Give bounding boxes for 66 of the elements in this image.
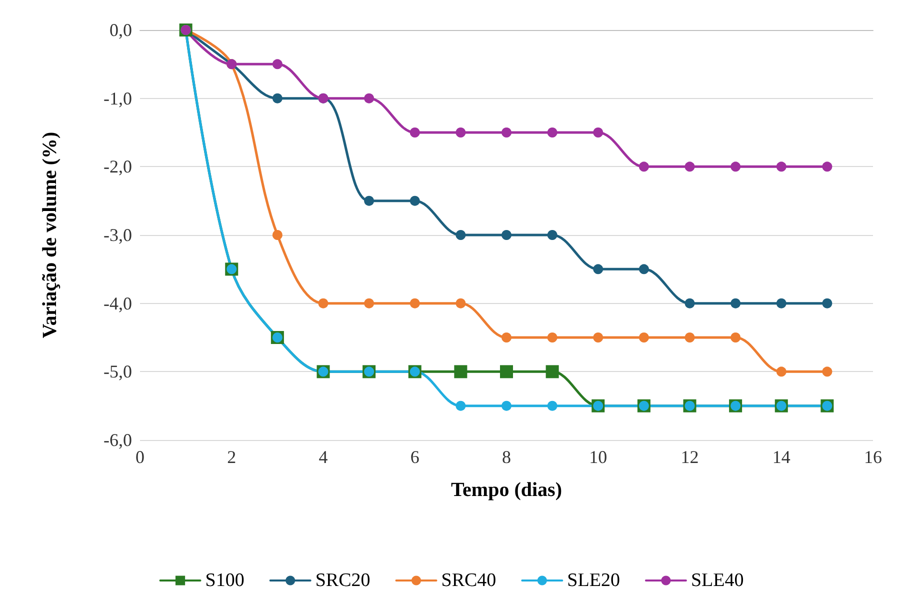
point <box>593 128 604 138</box>
y-tick-label: -3,0 <box>104 225 132 245</box>
point <box>730 162 741 172</box>
x-tick-label: 12 <box>680 447 699 467</box>
x-tick-label: 8 <box>502 447 511 467</box>
point <box>822 366 832 377</box>
legend-label: SLE40 <box>690 570 744 591</box>
point <box>502 400 512 411</box>
y-tick-label: 0,0 <box>110 20 132 40</box>
point <box>822 162 832 172</box>
x-tick-label: 14 <box>772 447 790 467</box>
point <box>546 365 559 378</box>
x-tick-label: 16 <box>864 447 882 467</box>
point <box>456 298 466 308</box>
point <box>638 332 649 342</box>
point <box>500 365 513 378</box>
x-axis-title: Tempo (dias) <box>451 479 562 501</box>
point <box>364 298 374 308</box>
x-tick-label: 10 <box>589 447 608 467</box>
point <box>547 332 558 342</box>
point <box>456 128 466 138</box>
point <box>454 365 468 378</box>
point <box>272 230 282 240</box>
legend-label: SRC40 <box>441 570 496 591</box>
x-tick-label: 0 <box>136 447 144 467</box>
y-axis-title: Variação de volume (%) <box>39 132 61 338</box>
y-tick-label: -5,0 <box>104 362 132 382</box>
point <box>318 298 328 308</box>
point <box>593 264 604 274</box>
point <box>776 366 786 377</box>
point <box>410 128 420 138</box>
point <box>730 332 741 342</box>
point <box>684 332 695 342</box>
y-tick-label: -2,0 <box>104 156 132 177</box>
point <box>272 59 282 70</box>
point <box>502 128 512 138</box>
point <box>410 298 420 308</box>
point <box>776 298 786 308</box>
point <box>638 162 649 172</box>
point <box>272 93 282 104</box>
point <box>364 93 374 104</box>
point <box>364 196 374 206</box>
point <box>456 400 466 411</box>
y-tick-label: -6,0 <box>104 430 132 450</box>
y-tick-label: -4,0 <box>104 293 132 314</box>
point <box>730 298 741 308</box>
y-tick-label: -1,0 <box>104 88 132 108</box>
point <box>776 162 786 172</box>
legend-label: SRC20 <box>315 570 370 591</box>
point <box>593 332 604 342</box>
x-tick-label: 6 <box>410 447 420 467</box>
point <box>547 128 558 138</box>
point <box>456 230 466 240</box>
legend-label: SLE20 <box>567 570 620 591</box>
point <box>547 230 558 240</box>
point <box>638 264 649 274</box>
x-tick-label: 2 <box>227 447 236 467</box>
x-tick-label: 4 <box>318 447 328 467</box>
point <box>502 230 512 240</box>
point <box>684 298 695 308</box>
point <box>547 400 558 411</box>
point <box>410 196 420 206</box>
point <box>684 162 695 172</box>
point <box>502 332 512 342</box>
legend-label: S100 <box>205 570 244 591</box>
point <box>822 298 832 308</box>
